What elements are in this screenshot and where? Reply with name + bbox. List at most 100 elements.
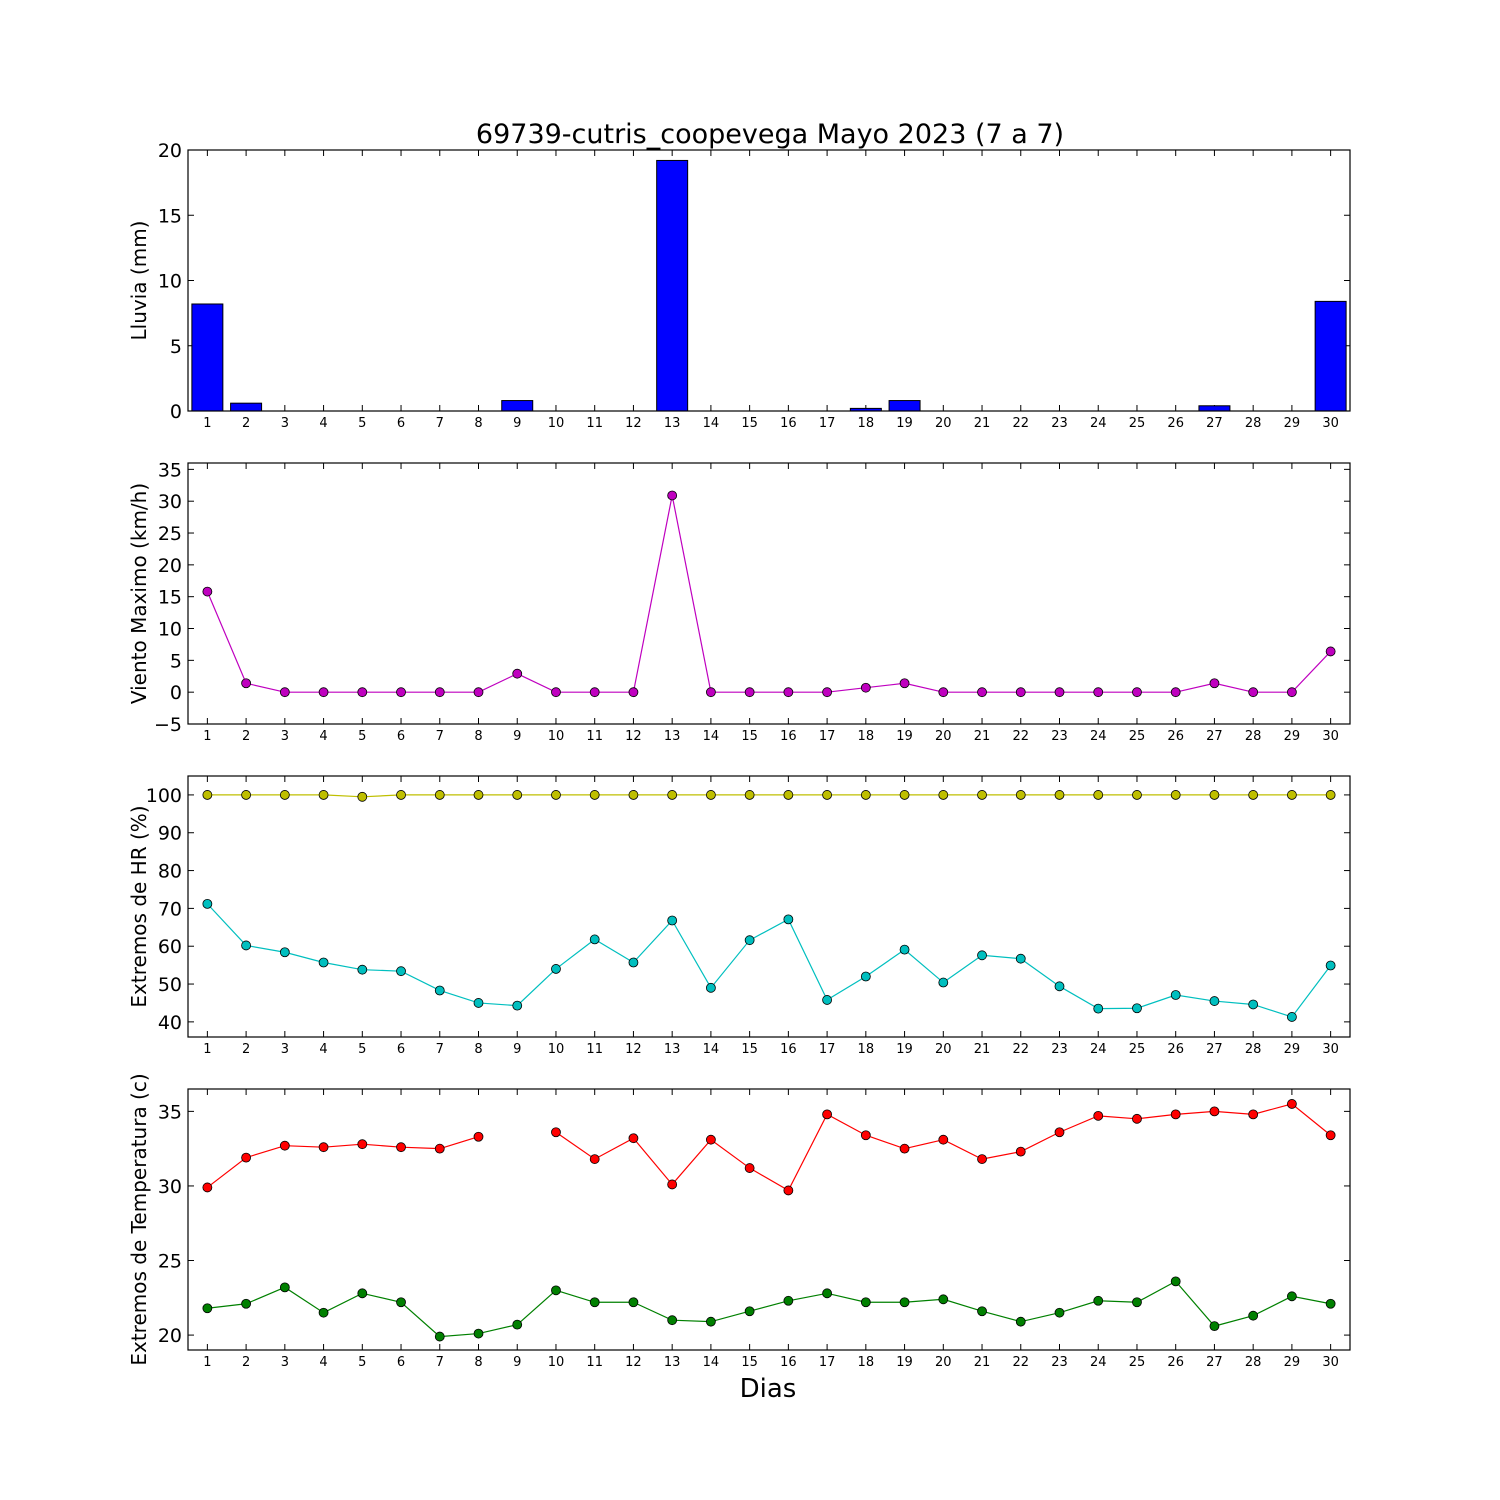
rainfall-xtick-label: 9 xyxy=(513,416,521,431)
rainfall-xtick-label: 22 xyxy=(1012,416,1029,431)
humidity-point xyxy=(860,790,871,800)
temperature-xtick-label: 16 xyxy=(780,1355,797,1370)
humidity-point xyxy=(396,790,406,800)
temperature-point xyxy=(202,1182,213,1193)
max-wind-xtick-label: 23 xyxy=(1051,729,1068,744)
max-wind-xtick-label: 25 xyxy=(1129,729,1146,744)
humidity-xtick-label: 4 xyxy=(319,1042,327,1057)
humidity-point xyxy=(1132,790,1142,800)
humidity-point xyxy=(860,971,871,982)
humidity-point xyxy=(1132,1003,1142,1014)
humidity-point xyxy=(1248,790,1259,800)
temperature-xtick-label: 15 xyxy=(741,1355,758,1370)
max-wind-point xyxy=(1015,687,1026,698)
humidity-ytick-label: 40 xyxy=(158,1012,182,1034)
humidity-point xyxy=(241,790,252,800)
humidity-point xyxy=(938,977,949,988)
temperature-point xyxy=(1248,1109,1259,1120)
humidity-point xyxy=(977,790,987,800)
rainfall-bar xyxy=(1198,405,1231,412)
humidity-xtick-label: 21 xyxy=(974,1042,991,1057)
max-wind-xtick-label: 4 xyxy=(319,729,327,744)
humidity-xtick-label: 29 xyxy=(1284,1042,1301,1057)
max-wind-xtick-label: 21 xyxy=(974,729,991,744)
humidity-xtick-label: 12 xyxy=(625,1042,642,1057)
humidity-point xyxy=(899,790,910,800)
max-wind-point xyxy=(241,678,252,689)
temperature-xtick-label: 10 xyxy=(548,1355,565,1370)
max-wind-xtick-label: 20 xyxy=(935,729,952,744)
humidity-point xyxy=(1209,996,1220,1006)
humidity-point xyxy=(938,790,949,800)
max-wind-xtick-label: 10 xyxy=(548,729,565,744)
temperature-point xyxy=(1054,1127,1065,1138)
temperature-point xyxy=(279,1140,290,1151)
temperature-point xyxy=(1209,1106,1220,1117)
rainfall-xtick-label: 23 xyxy=(1051,416,1068,431)
max-wind-xtick-label: 15 xyxy=(741,729,758,744)
temperature-point xyxy=(396,1142,406,1153)
temperature-point xyxy=(1170,1276,1181,1287)
temperature-point xyxy=(860,1297,871,1308)
max-wind-ytick-label: 0 xyxy=(170,682,182,704)
temperature-point xyxy=(241,1298,252,1309)
temperature-ytick-label: 35 xyxy=(158,1101,182,1123)
humidity-point xyxy=(279,790,290,800)
temperature-series-line-0 xyxy=(207,1103,1332,1192)
max-wind-point xyxy=(667,490,678,501)
temperature-point xyxy=(1248,1310,1259,1321)
rainfall-xtick-label: 8 xyxy=(474,416,482,431)
temperature-xtick-label: 17 xyxy=(819,1355,836,1370)
humidity-ylabel: Extremos de HR (%) xyxy=(127,805,151,1007)
temperature-point xyxy=(551,1127,561,1138)
max-wind-point xyxy=(1287,687,1297,698)
humidity-point xyxy=(434,790,445,800)
humidity-series-line-1 xyxy=(206,903,1332,1018)
humidity-xtick-label: 16 xyxy=(780,1042,797,1057)
humidity-point xyxy=(473,790,484,800)
humidity-point xyxy=(1093,1003,1104,1014)
max-wind-ytick-label: 10 xyxy=(158,619,182,641)
max-wind-ytick-label: 5 xyxy=(170,650,182,672)
rainfall-xtick-label: 29 xyxy=(1284,416,1301,431)
max-wind-xtick-label: 3 xyxy=(281,729,289,744)
max-wind-point xyxy=(628,687,639,698)
temperature-point xyxy=(899,1143,910,1154)
temperature-point xyxy=(667,1315,678,1326)
rainfall-xtick-label: 27 xyxy=(1206,416,1223,431)
rainfall-ytick-label: 15 xyxy=(158,205,182,227)
temperature-point xyxy=(938,1134,949,1145)
rainfall-xtick-label: 24 xyxy=(1090,416,1107,431)
rainfall-xtick-label: 13 xyxy=(664,416,681,431)
humidity-point xyxy=(551,790,561,800)
humidity-xtick-label: 26 xyxy=(1167,1042,1184,1057)
max-wind-xtick-label: 2 xyxy=(242,729,250,744)
humidity-point xyxy=(1170,790,1181,800)
humidity-point xyxy=(1015,790,1026,800)
max-wind-point xyxy=(434,687,445,698)
max-wind-xtick-label: 26 xyxy=(1167,729,1184,744)
temperature-xtick-label: 23 xyxy=(1051,1355,1068,1370)
rainfall-xtick-label: 1 xyxy=(203,416,211,431)
temperature-point xyxy=(938,1294,949,1305)
humidity-point xyxy=(434,985,445,996)
humidity-series-line-0 xyxy=(207,794,1331,798)
max-wind-point xyxy=(279,687,290,698)
temperature-xtick-label: 3 xyxy=(281,1355,289,1370)
max-wind-xtick-label: 19 xyxy=(896,729,913,744)
humidity-xtick-label: 3 xyxy=(281,1042,289,1057)
temperature-xtick-label: 19 xyxy=(896,1355,913,1370)
max-wind-xtick-label: 12 xyxy=(625,729,642,744)
rainfall-xtick-label: 6 xyxy=(397,416,405,431)
max-wind-xtick-label: 6 xyxy=(397,729,405,744)
temperature-point xyxy=(1093,1295,1104,1306)
humidity-point xyxy=(202,898,213,909)
rainfall-xtick-label: 25 xyxy=(1129,416,1146,431)
temperature-point xyxy=(783,1295,794,1306)
temperature-point xyxy=(667,1179,678,1190)
humidity-point xyxy=(628,790,639,800)
max-wind-xtick-label: 8 xyxy=(474,729,482,744)
humidity-ytick-label: 80 xyxy=(158,861,182,883)
